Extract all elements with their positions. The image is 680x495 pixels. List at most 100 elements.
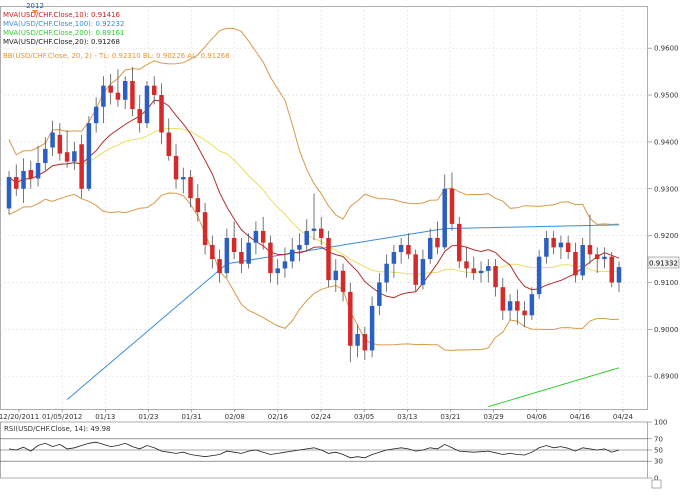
candle <box>565 235 571 260</box>
candle <box>406 233 411 260</box>
top-marker-label: 2012 <box>26 2 44 10</box>
x-axis: 12/20/2011 01/05/2012 01/13 01/23 01/31 02/08… <box>0 409 634 421</box>
candle <box>246 233 251 269</box>
candle <box>326 230 331 288</box>
ma200-line <box>488 367 620 408</box>
ma10-line <box>8 99 620 299</box>
candle <box>202 202 208 255</box>
candle <box>348 282 353 363</box>
candle <box>594 247 600 274</box>
candle <box>391 244 397 278</box>
candle <box>500 277 506 320</box>
candle <box>101 76 106 124</box>
last-price-box: 0.91332 <box>647 256 680 269</box>
candle <box>224 228 230 278</box>
rsi-tick-label: 70 <box>654 435 663 443</box>
candle <box>616 261 622 292</box>
corner-box <box>651 479 662 489</box>
candle <box>369 296 375 358</box>
candle <box>304 219 309 253</box>
candle <box>159 83 164 145</box>
candle <box>144 80 150 128</box>
candle <box>507 294 513 320</box>
candle <box>151 76 157 105</box>
legend: MVA(USD/CHF.Close,10): 0.91416MVA(USD/CH… <box>3 11 230 60</box>
candle <box>362 326 368 360</box>
candle <box>43 137 48 171</box>
candle <box>6 170 12 215</box>
candle <box>282 247 288 278</box>
candle <box>529 287 535 320</box>
price-axis: 0.9600 0.9500 0.9400 0.9300 0.9200 0.9100 0.90… <box>648 45 679 381</box>
price-tick-label: 0.9500 <box>654 92 679 100</box>
x-tick-label: 01/31 <box>181 413 201 421</box>
candle <box>464 247 469 278</box>
candle <box>551 230 556 255</box>
candle <box>544 230 549 264</box>
rsi-line <box>8 441 620 459</box>
candle <box>333 259 339 292</box>
candle <box>260 216 266 250</box>
candle <box>515 289 520 325</box>
x-tick-label: 04/24 <box>613 413 634 421</box>
candle <box>108 73 113 105</box>
candle <box>297 233 302 262</box>
candle <box>384 254 389 292</box>
candle <box>130 66 135 117</box>
price-tick-label: 0.9300 <box>654 185 679 193</box>
candle <box>173 144 179 189</box>
candle <box>195 184 201 222</box>
candle <box>86 116 92 192</box>
candle <box>253 221 259 255</box>
candle <box>536 249 542 299</box>
candle <box>478 261 484 283</box>
candle <box>558 235 564 260</box>
candle <box>21 158 26 203</box>
candle <box>355 324 360 358</box>
rsi-tick-label: 30 <box>654 458 663 466</box>
candle <box>137 95 142 133</box>
candle <box>427 228 433 264</box>
candle <box>289 237 295 269</box>
price-tick-label: 0.9000 <box>654 326 679 334</box>
top-marker: 2012 <box>26 2 44 15</box>
candle <box>64 130 70 168</box>
candle <box>442 174 447 250</box>
candle <box>587 214 593 264</box>
candle <box>602 247 607 269</box>
x-tick-label: 03/29 <box>483 413 503 421</box>
candle <box>181 167 186 194</box>
x-tick-label: 03/13 <box>397 413 417 421</box>
candle <box>435 221 440 255</box>
candle <box>456 216 462 269</box>
price-tick-label: 0.9600 <box>654 45 679 53</box>
candle <box>268 235 273 283</box>
top-marker-arrow-icon <box>32 10 38 15</box>
candle <box>398 237 404 264</box>
legend-entry: MVA(USD/CHF.Close,200): 0.89161 <box>3 29 124 37</box>
candle <box>311 193 317 241</box>
candle <box>413 249 418 292</box>
candles <box>6 66 622 363</box>
ma100-line <box>66 224 620 400</box>
price-tick-label: 0.9200 <box>654 232 679 240</box>
rsi-tick-label: 0 <box>654 475 658 483</box>
x-tick-label: 02/16 <box>268 413 289 421</box>
x-tick-label: 01/13 <box>95 413 115 421</box>
candle <box>471 256 477 281</box>
candle <box>166 118 172 161</box>
candle <box>93 97 99 133</box>
candle <box>57 123 63 161</box>
candle <box>493 259 498 297</box>
rsi-tick-label: 50 <box>654 447 663 455</box>
last-price-label: 0.91332 <box>649 260 678 268</box>
candle <box>486 259 491 283</box>
candle <box>319 216 324 245</box>
x-tick-label: 03/21 <box>440 413 460 421</box>
candle <box>188 170 193 208</box>
candle <box>217 249 222 283</box>
x-tick-label: 04/06 <box>527 413 548 421</box>
candle <box>50 120 55 156</box>
candle <box>340 263 346 302</box>
price-tick-label: 0.8900 <box>654 373 679 381</box>
